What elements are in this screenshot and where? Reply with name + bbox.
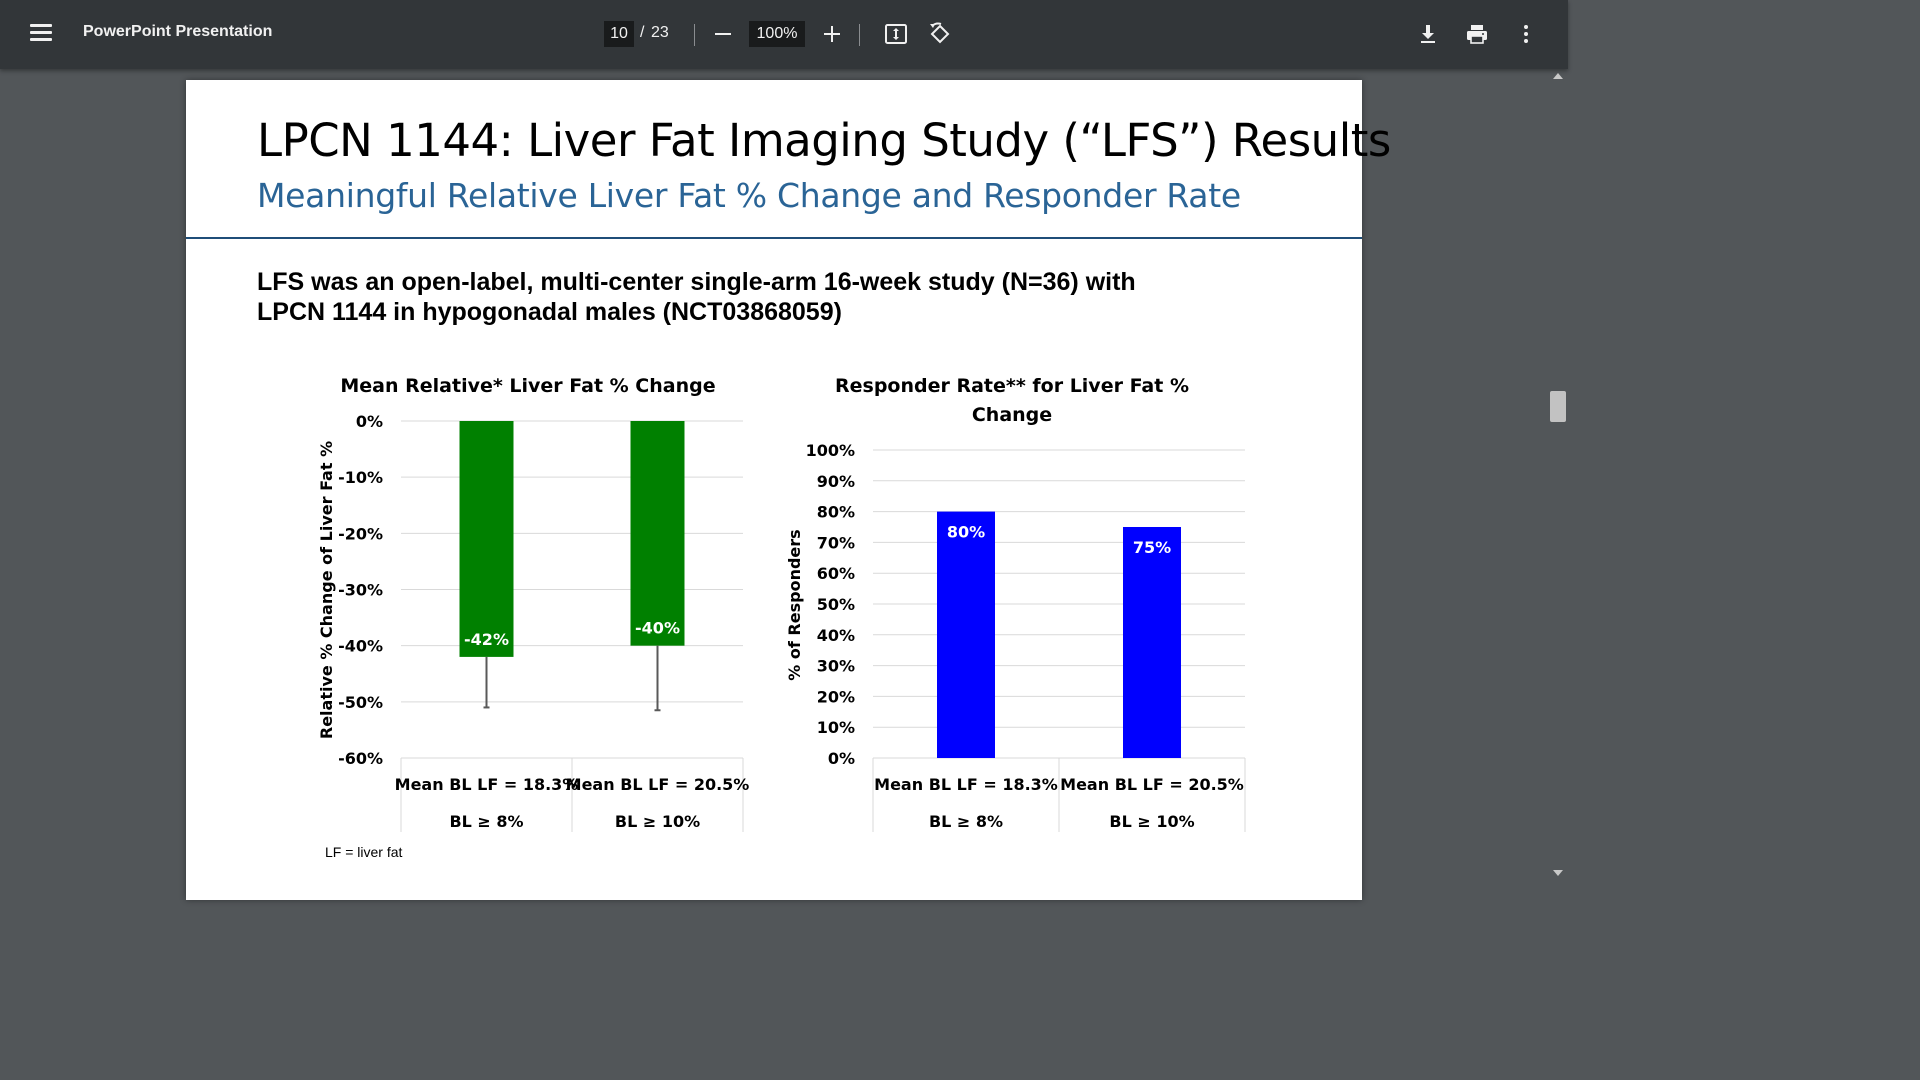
chart-1-y-tick-label: -50%	[338, 693, 383, 712]
chart-2-title-line-2: Change	[972, 404, 1052, 426]
study-description-line-1: LFS was an open-label, multi-center sing…	[257, 268, 1136, 296]
chart-2-y-tick-label: 0%	[828, 749, 855, 768]
chart-2-y-tick-label: 30%	[817, 657, 855, 676]
chart-1-y-axis-label: Relative % Change of Liver Fat %	[317, 441, 336, 739]
rotate-icon[interactable]	[928, 22, 952, 46]
pdf-toolbar: PowerPoint Presentation / 23	[0, 0, 1568, 69]
chart-2-y-tick-label: 100%	[806, 441, 855, 460]
chart-1-y-tick-label: -20%	[338, 524, 383, 543]
slide-title: LPCN 1144: Liver Fat Imaging Study (“LFS…	[257, 114, 1391, 167]
chart-2-data-label: 75%	[1133, 538, 1171, 557]
study-description-line-2: LPCN 1144 in hypogonadal males (NCT03868…	[257, 298, 842, 326]
chart-2-category-label-line-1: Mean BL LF = 18.3%	[874, 775, 1058, 794]
page-separator: /	[640, 24, 645, 41]
chart-2-y-tick-label: 90%	[817, 472, 855, 491]
chart-2-y-tick-label: 40%	[817, 626, 855, 645]
chart-1-y-tick-label: 0%	[356, 412, 383, 431]
chart-2-y-tick-label: 80%	[817, 503, 855, 522]
page-number-input[interactable]	[604, 21, 634, 47]
scroll-down-arrow-icon[interactable]	[1553, 870, 1563, 876]
chart-1-y-tick-label: -30%	[338, 581, 383, 600]
chart-1-bar	[630, 421, 685, 646]
fit-page-icon[interactable]	[884, 22, 908, 46]
document-title: PowerPoint Presentation	[83, 23, 273, 40]
menu-icon[interactable]	[30, 24, 52, 42]
chart-1-data-label: -40%	[635, 619, 680, 638]
scrollbar-thumb[interactable]	[1550, 391, 1566, 422]
toolbar-divider	[694, 24, 695, 46]
chart-1-y-tick-label: -60%	[338, 749, 383, 768]
chart-2-y-tick-label: 50%	[817, 595, 855, 614]
zoom-out-icon[interactable]	[711, 18, 735, 50]
chart-2-category-label-line-2: BL ≥ 8%	[929, 812, 1003, 831]
chart-1-category-label-line-2: BL ≥ 10%	[615, 812, 700, 831]
chart-1-category-label-line-1: Mean BL LF = 18.3%	[395, 775, 579, 794]
chart-1-category-label-line-2: BL ≥ 8%	[449, 812, 523, 831]
chart-2-title-line-1: Responder Rate** for Liver Fat %	[835, 375, 1189, 397]
chart-2-y-tick-label: 70%	[817, 533, 855, 552]
chart-2-bar	[937, 511, 995, 758]
title-divider	[186, 237, 1362, 239]
zoom-in-icon[interactable]	[820, 18, 844, 50]
more-options-icon[interactable]	[1514, 22, 1538, 46]
vertical-scrollbar[interactable]	[1549, 69, 1568, 882]
chart-2-bar	[1123, 527, 1181, 758]
chart-1-bar	[459, 421, 514, 657]
chart-1-y-tick-label: -40%	[338, 637, 383, 656]
chart-1-title: Mean Relative* Liver Fat % Change	[340, 375, 715, 397]
chart-2-y-tick-label: 20%	[817, 687, 855, 706]
scroll-up-arrow-icon[interactable]	[1553, 73, 1563, 79]
zoom-level-input[interactable]	[749, 21, 805, 47]
chart-1-data-label: -42%	[464, 630, 509, 649]
chart-2-y-tick-label: 60%	[817, 564, 855, 583]
charts-canvas: Mean Relative* Liver Fat % Change 0% -10% -…	[317, 375, 1246, 832]
page-total: 23	[651, 24, 669, 41]
chart-2-y-axis-label: % of Responders	[785, 529, 804, 680]
chart-2-category-label-line-1: Mean BL LF = 20.5%	[1060, 775, 1244, 794]
chart-1-category-label-line-1: Mean BL LF = 20.5%	[566, 775, 750, 794]
print-icon[interactable]	[1465, 22, 1489, 46]
chart-2-category-label-line-2: BL ≥ 10%	[1109, 812, 1194, 831]
chart-2-y-tick-label: 10%	[817, 718, 855, 737]
download-icon[interactable]	[1416, 22, 1440, 46]
toolbar-divider	[859, 24, 860, 46]
pdf-page: LPCN 1144: Liver Fat Imaging Study (“LFS…	[186, 80, 1391, 900]
chart-2-data-label: 80%	[947, 523, 985, 542]
footnote: LF = liver fat	[325, 844, 403, 860]
slide-subtitle: Meaningful Relative Liver Fat % Change a…	[257, 176, 1241, 215]
study-description: LFS was an open-label, multi-center sing…	[257, 267, 1257, 327]
chart-1-y-tick-label: -10%	[338, 468, 383, 487]
